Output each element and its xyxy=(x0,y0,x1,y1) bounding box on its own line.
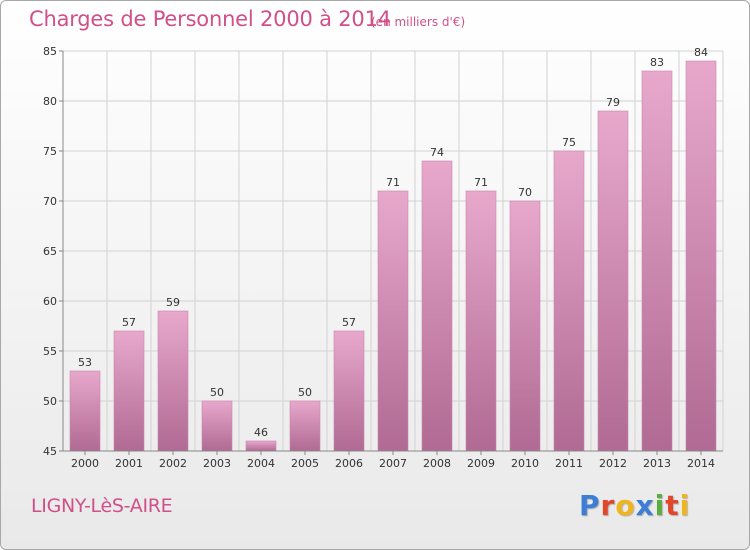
bar-value-label: 50 xyxy=(298,386,312,399)
bar-value-label: 53 xyxy=(78,356,92,369)
bar-value-label: 59 xyxy=(166,296,180,309)
bar xyxy=(465,190,497,452)
bar xyxy=(421,160,453,452)
y-tick-label: 80 xyxy=(43,95,57,108)
bar xyxy=(377,190,409,452)
brand-letter: x xyxy=(635,489,655,522)
bar xyxy=(157,310,189,452)
bar-value-label: 75 xyxy=(562,136,576,149)
brand-letter: i xyxy=(679,489,691,522)
bar xyxy=(289,400,321,452)
bar-value-label: 46 xyxy=(254,426,268,439)
bar xyxy=(685,60,717,452)
chart-title: Charges de Personnel 2000 à 2014 xyxy=(29,7,391,31)
bar xyxy=(509,200,541,452)
brand-letter: o xyxy=(615,489,636,522)
y-tick-label: 50 xyxy=(43,395,57,408)
x-tick-label: 2010 xyxy=(511,457,539,470)
brand-letter: t xyxy=(665,489,680,522)
y-tick-label: 65 xyxy=(43,245,57,258)
bar xyxy=(553,150,585,452)
x-tick-label: 2014 xyxy=(687,457,715,470)
brand-letter: i xyxy=(654,489,666,522)
y-tick-label: 60 xyxy=(43,295,57,308)
y-tick-label: 75 xyxy=(43,145,57,158)
axes xyxy=(59,50,723,455)
bar xyxy=(245,440,277,452)
y-tick-label: 45 xyxy=(43,445,57,458)
x-tick-label: 2012 xyxy=(599,457,627,470)
bar-value-label: 70 xyxy=(518,186,532,199)
x-tick-label: 2013 xyxy=(643,457,671,470)
bar xyxy=(641,70,673,452)
x-tick-label: 2000 xyxy=(71,457,99,470)
x-tick-label: 2004 xyxy=(247,457,275,470)
chart-subtitle: (en milliers d'€) xyxy=(371,15,466,29)
x-tick-label: 2001 xyxy=(115,457,143,470)
bar-value-label: 79 xyxy=(606,96,620,109)
x-tick-label: 2003 xyxy=(203,457,231,470)
x-tick-label: 2011 xyxy=(555,457,583,470)
bar-value-label: 71 xyxy=(474,176,488,189)
bar xyxy=(201,400,233,452)
bar-value-label: 84 xyxy=(694,46,708,59)
bar xyxy=(113,330,145,452)
bar-value-label: 83 xyxy=(650,56,664,69)
x-tick-label: 2006 xyxy=(335,457,363,470)
x-tick-label: 2002 xyxy=(159,457,187,470)
x-tick-label: 2007 xyxy=(379,457,407,470)
x-tick-label: 2008 xyxy=(423,457,451,470)
bar xyxy=(333,330,365,452)
bar-value-label: 71 xyxy=(386,176,400,189)
bar-value-label: 57 xyxy=(342,316,356,329)
brand-letter: r xyxy=(600,489,616,522)
x-tick-label: 2005 xyxy=(291,457,319,470)
y-tick-label: 55 xyxy=(43,345,57,358)
x-tick-label: 2009 xyxy=(467,457,495,470)
y-tick-label: 85 xyxy=(43,45,57,58)
town-name: LIGNY-LèS-AIRE xyxy=(31,495,173,517)
labels: 45 50 55 60 65 70 75 80 85 53 2000 57 2001 59 2002 50 20… xyxy=(43,45,715,470)
proxiti-logo: Proxiti xyxy=(579,489,690,522)
bar-value-label: 74 xyxy=(430,146,444,159)
brand-letter: P xyxy=(579,489,601,522)
bar xyxy=(597,110,629,452)
bar-value-label: 50 xyxy=(210,386,224,399)
bar-value-label: 57 xyxy=(122,316,136,329)
bars xyxy=(69,60,717,452)
y-tick-label: 70 xyxy=(43,195,57,208)
bar xyxy=(69,370,101,452)
